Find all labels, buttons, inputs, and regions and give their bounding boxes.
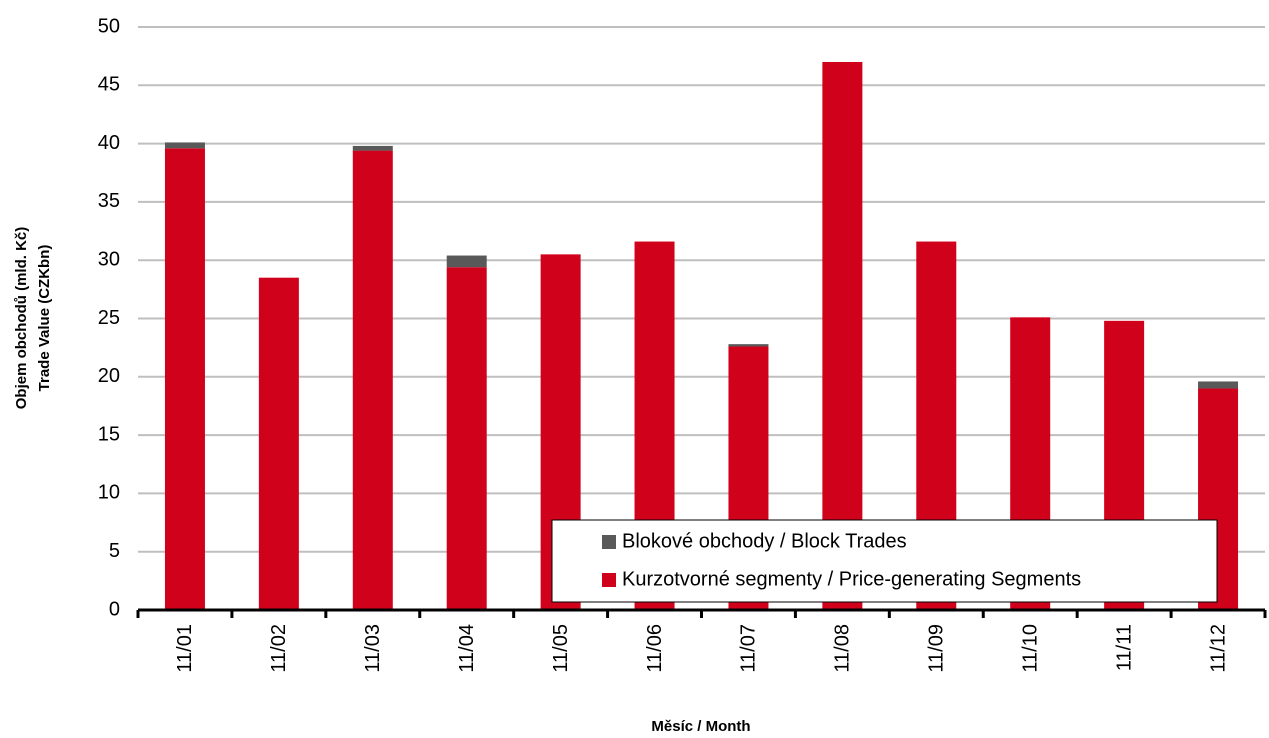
bar-segment [352, 145, 393, 151]
bar-segment [446, 255, 487, 268]
y-tick-label: 35 [98, 190, 120, 212]
x-tick-label: 11/02 [268, 624, 290, 673]
x-tick-label: 11/01 [174, 624, 196, 673]
y-tick-label: 15 [98, 423, 120, 445]
bar-segment [352, 150, 393, 610]
x-tick-label: 11/06 [644, 624, 666, 673]
x-tick-label: 11/10 [1019, 624, 1041, 673]
legend-box [551, 519, 1218, 603]
bar-segment [446, 267, 487, 610]
bar-segment [258, 277, 299, 610]
bar-segment [1198, 381, 1239, 389]
legend-label: Blokové obchody / Block Trades [622, 530, 907, 552]
x-tick-label: 11/12 [1207, 624, 1229, 673]
legend-label: Kurzotvorné segmenty / Price-generating … [622, 568, 1081, 590]
y-tick-label: 45 [98, 74, 120, 96]
y-axis-title: Trade Value (CZKbn) [36, 245, 53, 392]
x-tick-label: 11/07 [738, 624, 760, 673]
x-tick-label: 11/04 [456, 624, 478, 673]
x-axis-title: Měsíc / Month [651, 718, 750, 735]
bar-segment [728, 344, 769, 347]
x-tick-label: 11/11 [1113, 624, 1135, 671]
x-tick-label: 11/03 [362, 624, 384, 673]
y-tick-label: 50 [98, 15, 120, 37]
legend-swatch [602, 573, 616, 587]
x-tick-label: 11/08 [832, 624, 854, 673]
bar-segment [164, 142, 205, 149]
legend-swatch [602, 535, 616, 549]
bar-segment [164, 148, 205, 611]
y-tick-label: 5 [109, 540, 120, 562]
y-tick-label: 10 [98, 482, 120, 504]
y-tick-label: 40 [98, 132, 120, 154]
x-tick-label: 11/05 [550, 624, 572, 673]
y-axis-title: Objem obchodů (mld. Kč) [13, 227, 30, 410]
y-tick-label: 0 [109, 598, 120, 620]
y-tick-label: 25 [98, 307, 120, 329]
bar-segment [822, 61, 863, 611]
y-tick-label: 20 [98, 365, 120, 387]
x-tick-label: 11/09 [926, 624, 948, 673]
y-tick-label: 30 [98, 248, 120, 270]
